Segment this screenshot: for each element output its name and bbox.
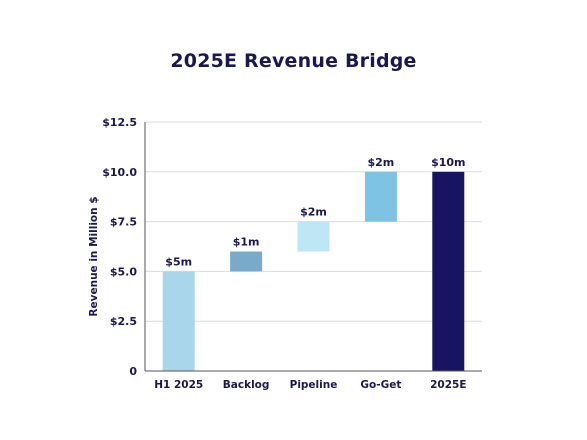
x-tick-label: Backlog — [223, 379, 270, 391]
y-tick-label: $5.0 — [110, 265, 137, 278]
y-axis-label: Revenue in Million $ — [88, 196, 100, 316]
bar-go-get — [364, 171, 397, 222]
x-tick-label: 2025E — [430, 379, 466, 391]
bar-h1-2025 — [162, 271, 195, 371]
y-tick-label: $12.5 — [102, 116, 137, 129]
y-tick-label: 0 — [129, 365, 137, 378]
bar-pipeline — [297, 221, 330, 252]
bars — [162, 171, 465, 371]
x-tick-label: H1 2025 — [154, 379, 203, 391]
data-label: $10m — [431, 156, 465, 169]
data-label: $5m — [165, 255, 192, 268]
labels: 0 $2.5 $5.0 $7.5 $10.0 $12.5 $5m H1 2025 $1m Back… — [88, 116, 467, 391]
x-tick-label: Go-Get — [360, 379, 401, 391]
bar-backlog — [230, 251, 263, 272]
data-label: $2m — [368, 156, 395, 169]
y-tick-label: $10.0 — [102, 166, 137, 179]
y-tick-label: $7.5 — [110, 216, 137, 229]
axes — [144, 122, 482, 372]
x-tick-label: Pipeline — [290, 379, 338, 391]
chart-title: 2025E Revenue Bridge — [170, 50, 417, 72]
data-label: $1m — [233, 235, 260, 248]
data-label: $2m — [300, 206, 327, 219]
y-tick-label: $2.5 — [110, 315, 137, 328]
bar-2025e — [432, 171, 465, 371]
